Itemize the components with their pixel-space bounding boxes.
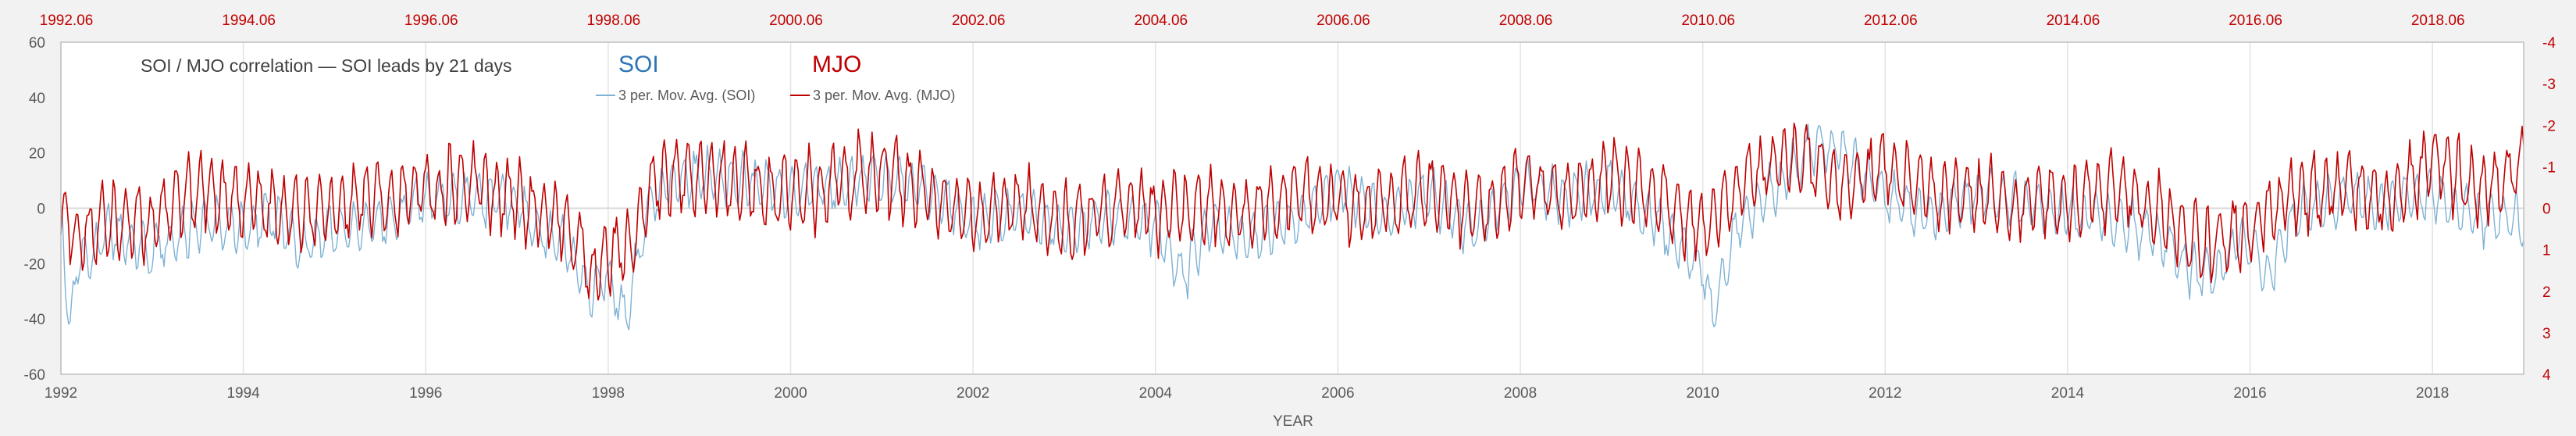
series-group (60, 122, 2524, 331)
legend-mjo-series-label: 3 per. Mov. Avg. (MJO) (813, 88, 955, 103)
x-tick-label: 2006 (1321, 385, 1354, 402)
chart-title: SOI / MJO correlation — SOI leads by 21 … (141, 55, 512, 76)
y-left-tick-label: -40 (24, 312, 45, 328)
legend-soi-label: SOI (618, 52, 659, 77)
x-top-tick-label: 1998.06 (587, 13, 641, 29)
soi-series-line (60, 123, 2524, 331)
x-tick-label: 2014 (2051, 385, 2085, 402)
y-left-tick-label: 60 (29, 35, 45, 52)
y-right-tick-label: -3 (2542, 77, 2556, 93)
x-top-tick-label: 2010.06 (1681, 13, 1735, 29)
y-left-tick-label: 20 (29, 146, 45, 163)
x-tick-label: 2010 (1687, 385, 1719, 402)
y-right-tick-label: 3 (2542, 326, 2551, 342)
x-top-tick-label: 1994.06 (222, 13, 276, 29)
x-tick-label: 2000 (774, 385, 807, 402)
tick-labels: 1992 1994 1996 1998 2000 2002 2004 2006 2008 2010… (24, 13, 2556, 402)
x-top-tick-label: 2006.06 (1317, 13, 1370, 29)
mjo-series-line (60, 122, 2524, 301)
x-top-tick-label: 2014.06 (2047, 13, 2100, 29)
x-top-tick-label: 2012.06 (1864, 13, 1918, 29)
x-top-tick-label: 2018.06 (2411, 13, 2465, 29)
y-left-tick-label: 40 (29, 91, 45, 107)
y-left-tick-label: 0 (37, 202, 45, 218)
x-top-tick-label: 1992.06 (40, 13, 94, 29)
y-right-tick-label: -4 (2542, 35, 2556, 52)
y-left-tick-label: -60 (24, 367, 45, 384)
x-top-tick-label: 2004.06 (1134, 13, 1188, 29)
x-tick-label: 2008 (1504, 385, 1537, 402)
legend-mjo-label: MJO (812, 52, 861, 77)
x-top-tick-label: 2002.06 (952, 13, 1006, 29)
x-tick-label: 1994 (226, 385, 260, 402)
legend-soi-series-label: 3 per. Mov. Avg. (SOI) (618, 88, 755, 103)
x-tick-label: 1996 (409, 385, 442, 402)
x-tick-label: 2004 (1139, 385, 1173, 402)
x-top-tick-label: 1996.06 (404, 13, 458, 29)
y-right-tick-label: 1 (2542, 243, 2551, 259)
y-right-tick-label: -2 (2542, 118, 2556, 134)
x-tick-label: 2018 (2416, 385, 2449, 402)
x-tick-label: 2002 (957, 385, 989, 402)
y-right-tick-label: -1 (2542, 159, 2556, 176)
plot-border (60, 41, 2524, 375)
x-tick-label: 2012 (1869, 385, 1901, 402)
x-tick-label: 2016 (2233, 385, 2266, 402)
y-right-tick-label: 0 (2542, 202, 2551, 218)
x-tick-label: 1992 (45, 385, 77, 402)
x-axis-title: YEAR (1273, 413, 1313, 430)
y-right-tick-label: 2 (2542, 284, 2551, 301)
x-top-tick-label: 2016.06 (2229, 13, 2282, 29)
x-top-tick-label: 2008.06 (1499, 13, 1553, 29)
y-right-tick-label: 4 (2542, 367, 2551, 384)
y-left-tick-label: -20 (24, 256, 45, 273)
x-tick-label: 1998 (592, 385, 625, 402)
x-top-tick-label: 2000.06 (769, 13, 823, 29)
